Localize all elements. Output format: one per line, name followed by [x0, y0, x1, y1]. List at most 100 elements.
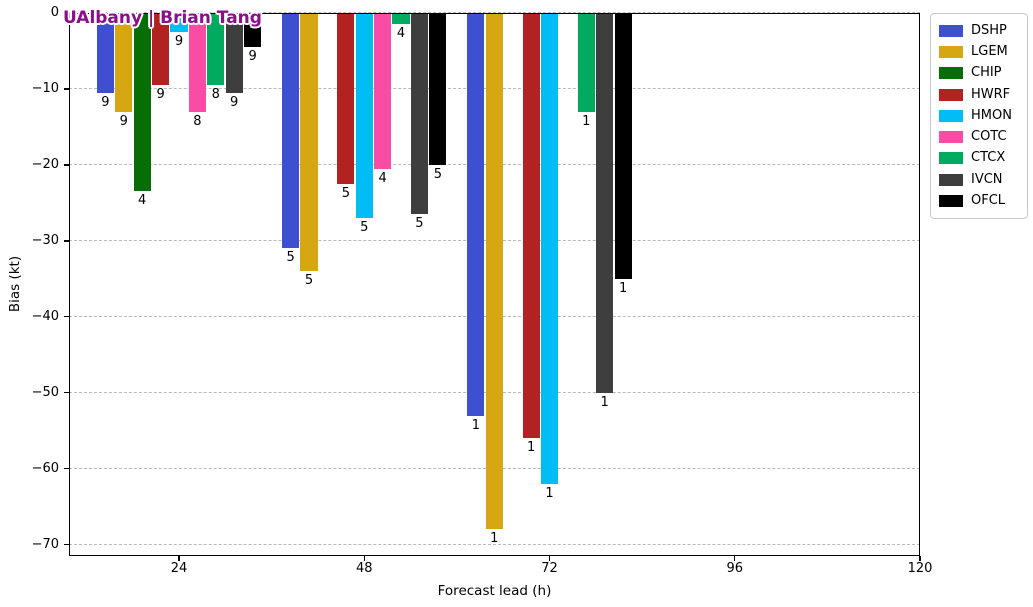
y-tick-mark	[64, 468, 69, 470]
bar-HMON-48h	[355, 13, 373, 219]
sample-count-label: 5	[433, 166, 442, 182]
sample-count-label: 1	[526, 440, 536, 456]
sample-count-label: 1	[490, 531, 499, 547]
bar-LGEM-24h	[115, 13, 133, 112]
bar-IVCN-24h	[225, 13, 243, 93]
x-tick-mark	[363, 556, 365, 561]
x-tick-mark	[734, 556, 736, 561]
sample-count-label: 1	[545, 485, 554, 501]
bar-IVCN-48h	[410, 13, 429, 215]
y-gridline	[69, 12, 920, 13]
bar-OFCL-48h	[429, 13, 447, 165]
legend-swatch-icon	[939, 45, 963, 58]
bar-COTC-24h	[188, 13, 206, 112]
y-gridline	[69, 543, 920, 545]
sample-count-label: 8	[193, 113, 202, 129]
sample-count-label: 1	[471, 417, 481, 433]
legend-label: CTCX	[971, 150, 1006, 166]
legend-label: DSHP	[971, 22, 1007, 38]
y-tick-label: −60	[31, 460, 59, 476]
bar-HMON-24h	[170, 13, 188, 32]
bar-LGEM-48h	[300, 13, 318, 272]
sample-count-label: 4	[378, 170, 387, 186]
y-tick-label: −70	[31, 536, 59, 552]
bar-COTC-48h	[374, 13, 392, 169]
x-tick-label: 72	[541, 561, 558, 576]
sample-count-label: 1	[582, 113, 591, 129]
y-tick-mark	[64, 316, 69, 318]
y-tick-label: −30	[31, 232, 59, 248]
sample-count-label: 9	[174, 33, 184, 49]
x-axis-label: Forecast lead (h)	[437, 583, 552, 599]
sample-count-label: 9	[119, 113, 128, 129]
sample-count-label: 5	[415, 216, 424, 232]
sample-count-label: 8	[211, 87, 220, 103]
legend-entry-hmon: HMON	[939, 105, 1019, 126]
legend-label: CHIP	[971, 65, 1002, 81]
legend-entry-dshp: DSHP	[939, 20, 1019, 41]
sample-count-label: 9	[248, 49, 257, 65]
x-tick-label: 48	[355, 561, 373, 576]
legend-swatch-icon	[939, 24, 963, 37]
bar-CTCX-72h	[577, 13, 595, 112]
sample-count-label: 9	[101, 94, 110, 110]
legend-swatch-icon	[939, 173, 963, 186]
bar-HWRF-24h	[152, 13, 170, 86]
sample-count-label: 5	[341, 185, 350, 201]
legend-label: IVCN	[971, 171, 1003, 187]
sample-count-label: 9	[156, 87, 165, 103]
legend-entry-chip: CHIP	[939, 63, 1019, 84]
y-tick-mark	[64, 240, 69, 242]
legend-label: OFCL	[971, 193, 1006, 209]
bar-HWRF-72h	[522, 13, 540, 439]
y-axis-label: Bias (kt)	[7, 255, 23, 313]
legend-swatch-icon	[939, 67, 963, 80]
legend-entry-ofcl: OFCL	[939, 190, 1019, 211]
sample-count-label: 4	[138, 193, 147, 209]
bar-OFCL-24h	[244, 13, 262, 48]
legend: DSHP LGEM CHIP HWRF HMON COTC CTCX IVCN OFCL	[930, 13, 1028, 219]
y-tick-mark	[64, 544, 69, 546]
y-tick-mark	[64, 88, 69, 90]
bar-DSHP-72h	[467, 13, 485, 416]
legend-entry-hwrf: HWRF	[939, 84, 1019, 105]
legend-swatch-icon	[939, 88, 963, 101]
y-tick-label: −50	[31, 384, 59, 400]
sample-count-label: 5	[304, 273, 314, 289]
y-tick-mark	[64, 164, 69, 166]
legend-label: COTC	[971, 129, 1007, 145]
x-tick-mark	[178, 556, 180, 561]
bar-LGEM-72h	[485, 13, 503, 530]
legend-label: LGEM	[971, 43, 1008, 59]
bar-DSHP-24h	[96, 13, 114, 93]
x-tick-label: 120	[907, 561, 933, 576]
bar-CHIP-24h	[133, 13, 151, 192]
x-tick-mark	[548, 556, 551, 561]
legend-swatch-icon	[939, 195, 963, 208]
y-tick-mark	[64, 12, 69, 14]
y-tick-label: −40	[31, 308, 59, 324]
legend-swatch-icon	[939, 109, 963, 122]
x-tick-label: 24	[170, 561, 188, 576]
y-tick-label: 0	[50, 5, 59, 20]
bar-CTCX-48h	[392, 13, 410, 25]
sample-count-label: 4	[396, 26, 406, 42]
legend-entry-lgem: LGEM	[939, 41, 1019, 62]
y-tick-label: −10	[31, 80, 59, 96]
y-tick-mark	[64, 392, 69, 394]
sample-count-label: 1	[618, 280, 628, 296]
sample-count-label: 9	[230, 94, 239, 110]
sample-count-label: 1	[600, 394, 609, 410]
bar-HWRF-48h	[337, 13, 355, 184]
legend-swatch-icon	[939, 152, 963, 165]
sample-count-label: 5	[360, 220, 369, 236]
legend-entry-ivcn: IVCN	[939, 169, 1019, 190]
bar-HMON-72h	[540, 13, 559, 484]
x-tick-mark	[919, 556, 921, 561]
sample-count-label: 5	[286, 250, 295, 266]
legend-label: HMON	[971, 107, 1012, 123]
legend-entry-cotc: COTC	[939, 126, 1019, 147]
x-tick-label: 96	[726, 561, 744, 576]
